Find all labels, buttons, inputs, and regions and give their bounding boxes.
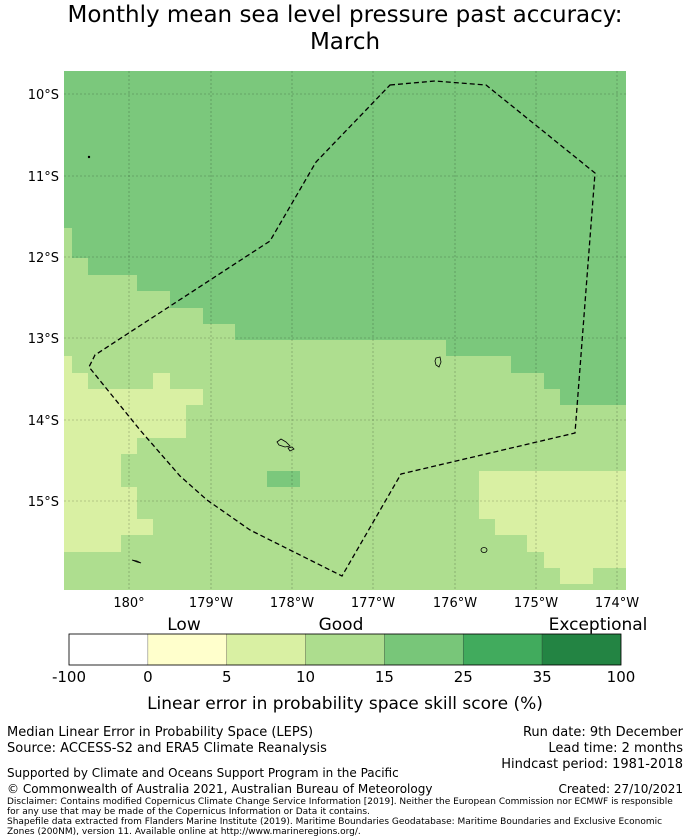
support-block: Supported by Climate and Oceans Support … (7, 765, 432, 797)
colorbar-category-good: Good (319, 615, 364, 635)
colorbar-swatch (68, 633, 149, 666)
hindcast-period: Hindcast period: 1981-2018 (501, 757, 683, 772)
colorbar-swatch (541, 633, 622, 666)
colorbar-tick-label: 5 (222, 668, 232, 686)
lon-label: 177°W (351, 596, 395, 611)
colorbar-tick-labels: -100 0 5 10 15 25 35 100 (52, 668, 635, 686)
colorbar-swatch (305, 633, 385, 666)
title-line-2: March (309, 29, 381, 55)
lead-time: Lead time: 2 months (548, 741, 683, 756)
disclaimer: Disclaimer: Contains modified Copernicus… (7, 797, 687, 837)
colorbar-swatch (384, 633, 464, 666)
lon-label: 178°W (270, 596, 314, 611)
footer-right: Run date: 9th December Lead time: 2 mont… (501, 725, 683, 773)
disclaimer-copernicus: Disclaimer: Contains modified Copernicus… (7, 797, 673, 817)
chart-title: Monthly mean sea level pressure past acc… (0, 2, 690, 56)
lat-label: 15°S (28, 495, 59, 510)
colorbar-tick-label: -100 (52, 668, 86, 686)
islands (87, 155, 488, 564)
lon-label: 174°W (595, 596, 639, 611)
colorbar-outline (68, 633, 622, 666)
lon-label: 176°W (433, 596, 477, 611)
colorbar-tick-label: 15 (375, 668, 394, 686)
colorbar-category-exceptional: Exceptional (549, 615, 648, 635)
method-text: Median Linear Error in Probability Space… (7, 725, 314, 740)
colorbar-tick-label: 35 (533, 668, 552, 686)
colorbar: Low Good Exceptional -100 0 5 10 15 25 35 100 L… (52, 615, 647, 714)
island-5 (131, 559, 142, 564)
created-date: Created: 27/10/2021 (558, 782, 683, 796)
title-line-1: Monthly mean sea level pressure past acc… (67, 2, 623, 28)
support-text: Supported by Climate and Oceans Support … (7, 766, 399, 780)
lat-axis: 10°S 11°S 12°S 13°S 14°S 15°S (28, 88, 59, 510)
colorbar-tick-label: 100 (607, 668, 636, 686)
lat-label: 11°S (28, 170, 59, 185)
eez-boundary (88, 80, 596, 577)
source-text: Source: ACCESS-S2 and ERA5 Climate Reana… (7, 741, 327, 756)
colorbar-category-low: Low (167, 615, 201, 635)
copyright-text: © Commonwealth of Australia 2021, Austra… (7, 782, 433, 796)
colorbar-tick-label: 10 (296, 668, 315, 686)
lon-axis: 180° 179°W 178°W 177°W 176°W 175°W 174°W (113, 596, 639, 611)
lat-label: 12°S (28, 251, 59, 266)
island-4 (480, 547, 488, 553)
colorbar-swatches (68, 633, 622, 666)
lat-label: 10°S (28, 88, 59, 103)
colorbar-swatch (147, 633, 228, 666)
gridlines (64, 71, 626, 590)
colorbar-swatch (462, 633, 543, 666)
lon-label: 180° (113, 596, 144, 611)
island-6 (87, 155, 91, 159)
disclaimer-shapefile: Shapefile data extracted from Flanders M… (7, 817, 663, 837)
skill-map (64, 71, 626, 590)
colorbar-tick-label: 0 (143, 668, 153, 686)
region-low-right (479, 471, 626, 584)
lon-label: 175°W (514, 596, 558, 611)
island-2 (276, 438, 291, 448)
region-low-left (64, 356, 203, 552)
run-date: Run date: 9th December (522, 725, 683, 740)
footer-left: Median Linear Error in Probability Space… (7, 725, 327, 757)
map-figure: 10°S 11°S 12°S 13°S 14°S 15°S 180° 179°W… (28, 71, 647, 714)
colorbar-title: Linear error in probability space skill … (147, 694, 543, 714)
lat-label: 14°S (28, 414, 59, 429)
lon-label: 179°W (189, 596, 233, 611)
colorbar-swatch (226, 633, 306, 666)
lat-label: 13°S (28, 332, 59, 347)
colorbar-tick-label: 25 (454, 668, 473, 686)
island-1 (434, 356, 442, 368)
island-3 (287, 446, 295, 452)
region-patch (267, 471, 300, 487)
